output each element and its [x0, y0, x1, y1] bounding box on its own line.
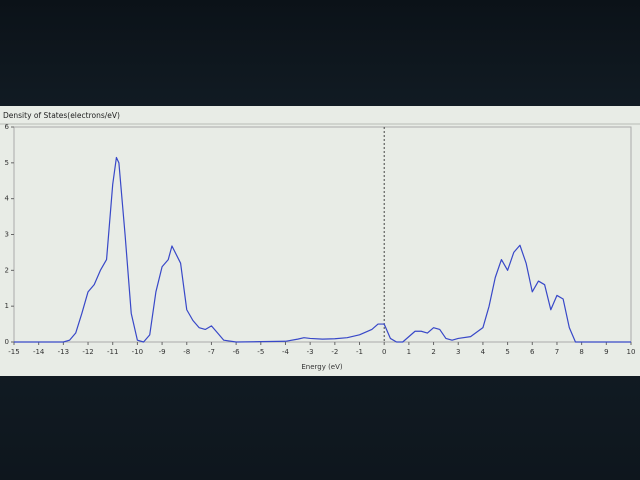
x-tick-label: 8 [579, 348, 583, 356]
x-tick-label: 4 [481, 348, 486, 356]
x-tick-label: 10 [627, 348, 636, 356]
chart-title: Density of States(electrons/eV) [3, 111, 120, 120]
x-tick-label: 9 [604, 348, 608, 356]
x-axis-label: Energy (eV) [301, 363, 343, 371]
x-tick-label: -15 [8, 348, 19, 356]
x-tick-label: -8 [183, 348, 190, 356]
y-tick-label: 4 [5, 195, 10, 203]
y-tick-label: 3 [5, 231, 9, 239]
y-tick-label: 5 [5, 159, 9, 167]
x-tick-label: -6 [233, 348, 241, 356]
x-tick-label: -2 [331, 348, 338, 356]
x-tick-label: 0 [382, 348, 386, 356]
x-tick-label: 1 [407, 348, 411, 356]
x-tick-label: 5 [505, 348, 509, 356]
x-tick-label: 6 [530, 348, 535, 356]
x-tick-label: -3 [307, 348, 314, 356]
y-tick-label: 1 [5, 302, 9, 310]
x-tick-label: 7 [555, 348, 559, 356]
x-tick-label: -1 [356, 348, 363, 356]
y-tick-label: 2 [5, 266, 9, 274]
x-tick-label: -10 [132, 348, 143, 356]
x-tick-label: -14 [33, 348, 45, 356]
y-tick-label: 6 [5, 123, 10, 131]
x-tick-label: -11 [107, 348, 118, 356]
x-tick-label: -7 [208, 348, 215, 356]
x-tick-label: -13 [58, 348, 69, 356]
x-tick-label: 2 [431, 348, 435, 356]
y-tick-label: 0 [5, 338, 9, 346]
dos-line [14, 156, 631, 343]
x-tick-label: -9 [159, 348, 166, 356]
x-tick-label: -5 [257, 348, 264, 356]
x-tick-label: 3 [456, 348, 460, 356]
x-tick-label: -12 [82, 348, 93, 356]
panel [0, 106, 640, 376]
x-tick-label: -4 [282, 348, 290, 356]
